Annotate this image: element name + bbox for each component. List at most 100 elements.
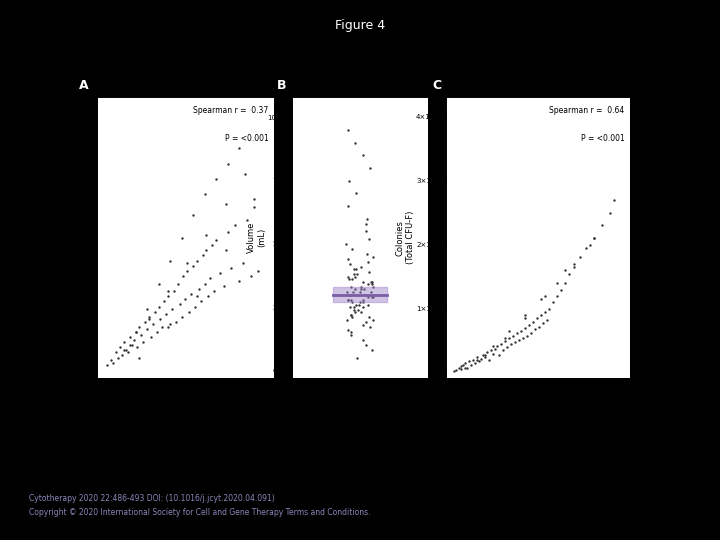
Point — [364, 323, 376, 332]
Point — [499, 336, 510, 345]
Point — [351, 189, 362, 198]
Point — [364, 164, 376, 172]
Point — [237, 259, 248, 267]
Point — [197, 251, 208, 260]
Point — [164, 320, 176, 329]
Point — [511, 329, 523, 338]
Point — [342, 126, 354, 134]
Point — [365, 278, 377, 286]
Point — [345, 330, 356, 339]
Point — [456, 361, 468, 369]
Point — [166, 305, 178, 313]
Point — [596, 221, 608, 230]
Point — [114, 343, 126, 352]
Point — [368, 252, 379, 261]
Point — [574, 253, 585, 262]
Point — [233, 144, 245, 153]
Point — [366, 288, 377, 296]
Point — [210, 236, 222, 245]
Point — [355, 308, 366, 316]
Point — [455, 364, 467, 373]
Point — [348, 265, 360, 274]
Point — [521, 332, 533, 340]
Point — [539, 292, 551, 300]
Point — [253, 266, 264, 275]
Point — [539, 308, 551, 316]
Point — [248, 195, 260, 204]
Point — [178, 272, 189, 280]
Point — [503, 333, 515, 342]
Point — [168, 287, 180, 295]
Point — [580, 244, 591, 252]
Point — [343, 290, 355, 299]
Point — [342, 273, 354, 281]
Point — [350, 138, 361, 147]
Point — [367, 282, 379, 291]
Point — [353, 300, 364, 309]
Point — [361, 341, 372, 349]
Point — [451, 366, 462, 374]
Point — [174, 300, 186, 308]
Point — [544, 305, 555, 313]
Point — [353, 290, 364, 299]
Point — [149, 307, 161, 316]
Point — [348, 288, 359, 296]
Point — [584, 240, 595, 249]
Point — [220, 200, 231, 209]
Point — [128, 335, 140, 344]
Point — [495, 340, 507, 348]
Point — [176, 233, 187, 242]
Point — [487, 349, 498, 358]
Point — [459, 359, 470, 368]
Point — [140, 318, 151, 326]
Point — [117, 350, 128, 359]
Point — [348, 303, 360, 312]
Point — [346, 310, 357, 319]
Point — [509, 338, 521, 347]
Point — [158, 297, 170, 306]
Point — [341, 240, 352, 248]
Point — [364, 313, 375, 322]
Point — [145, 333, 157, 341]
Point — [356, 282, 367, 291]
Point — [134, 353, 145, 362]
Point — [163, 287, 174, 295]
Point — [604, 208, 616, 217]
Point — [516, 327, 527, 335]
Point — [366, 293, 378, 301]
Point — [155, 315, 166, 323]
Text: P = <0.001: P = <0.001 — [225, 134, 269, 143]
Point — [463, 357, 474, 366]
Point — [191, 256, 202, 265]
Point — [351, 265, 362, 274]
Point — [534, 322, 545, 331]
Point — [473, 357, 485, 366]
Text: Copyright © 2020 International Society for Cell and Gene Therapy Terms and Condi: Copyright © 2020 International Society f… — [29, 508, 370, 517]
Point — [483, 356, 495, 364]
Point — [349, 273, 361, 281]
Point — [559, 279, 571, 287]
Point — [342, 326, 354, 334]
Point — [222, 159, 233, 168]
X-axis label: Cells
(Total Cells): Cells (Total Cells) — [514, 394, 562, 413]
Point — [107, 359, 118, 367]
Point — [471, 353, 482, 361]
Point — [122, 348, 134, 357]
Point — [477, 350, 488, 359]
Point — [130, 328, 141, 336]
Point — [233, 276, 245, 285]
Point — [507, 332, 518, 340]
Point — [199, 279, 210, 288]
Point — [355, 285, 366, 294]
Point — [461, 363, 472, 372]
Point — [513, 335, 525, 344]
Point — [164, 256, 176, 265]
Point — [481, 348, 492, 357]
Point — [208, 287, 220, 295]
Point — [548, 298, 559, 307]
Point — [459, 363, 470, 372]
Point — [360, 318, 372, 327]
Point — [172, 279, 184, 288]
Point — [362, 300, 374, 309]
Point — [345, 328, 356, 337]
